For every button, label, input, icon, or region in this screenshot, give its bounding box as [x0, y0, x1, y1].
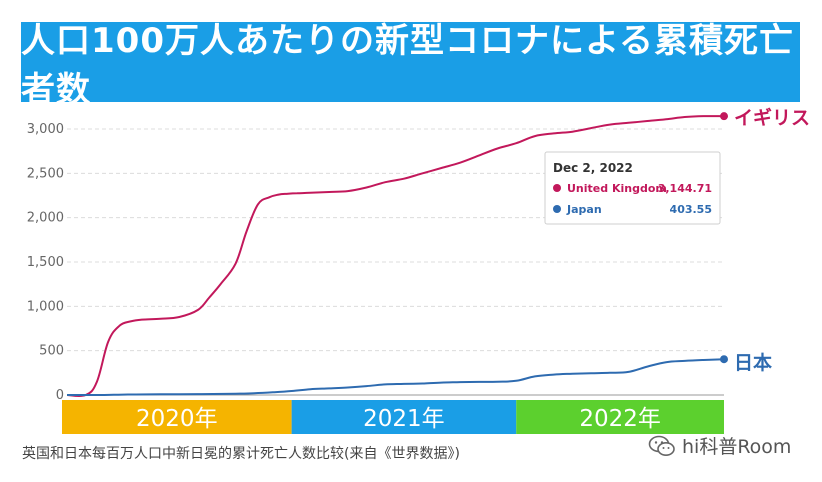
y-tick-label: 1,000 — [27, 299, 64, 314]
year-band-label: 2022年 — [579, 406, 661, 432]
y-tick-label: 3,000 — [27, 122, 64, 137]
tooltip-series-value: 3,144.71 — [658, 182, 712, 195]
tooltip-swatch — [553, 184, 561, 192]
tooltip-series-value: 403.55 — [670, 203, 712, 216]
y-tick-label: 500 — [39, 344, 64, 359]
watermark-text: hi科普Room — [682, 436, 792, 458]
series-end-marker — [720, 112, 728, 121]
wechat-icon — [648, 435, 675, 456]
year-band — [62, 400, 292, 434]
tooltip-box — [544, 151, 721, 225]
tooltip-series-name: Japan — [566, 203, 602, 216]
chart-title: 人口100万人あたりの新型コロナによる累積死亡者数 — [21, 21, 800, 110]
series-end-label: イギリス — [734, 107, 810, 129]
watermark: hi科普Room — [648, 432, 791, 459]
y-tick-label: 1,500 — [27, 255, 64, 270]
year-band-label: 2021年 — [363, 406, 445, 432]
year-band-label: 2020年 — [136, 406, 218, 432]
y-tick-label: 2,500 — [27, 166, 64, 181]
year-band — [516, 400, 724, 434]
caption: 英国和日本每百万人口中新日冕的累计死亡人数比较(来自《世界数据》) — [22, 446, 460, 462]
y-tick-label: 2,000 — [27, 211, 64, 226]
y-tick-label: 0 — [56, 388, 64, 403]
tooltip-date: Dec 2, 2022 — [553, 161, 633, 175]
series-end-label: 日本 — [734, 351, 772, 374]
series-line-united-kingdom — [66, 115, 725, 398]
series-line-japan — [66, 358, 725, 397]
series-end-marker — [720, 355, 728, 364]
tooltip-series-name: United Kingdom — [567, 182, 667, 195]
year-band — [291, 400, 517, 434]
tooltip-swatch — [553, 205, 561, 213]
